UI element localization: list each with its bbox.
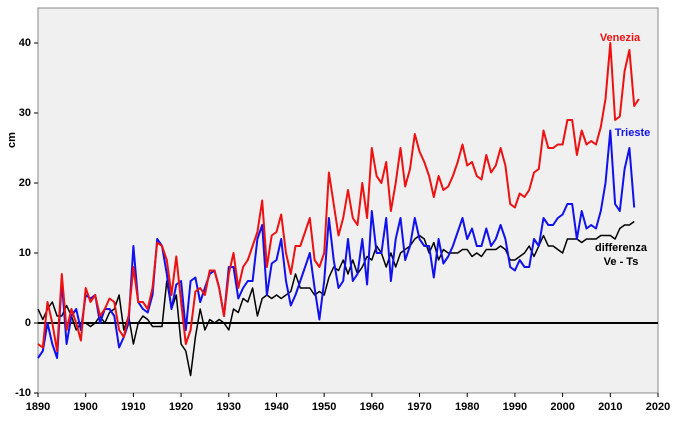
x-tick-label: 1940	[264, 401, 288, 413]
x-tick-label: 2010	[598, 401, 622, 413]
x-tick-label: 1920	[169, 401, 193, 413]
x-tick-label: 1890	[26, 401, 50, 413]
x-tick-label: 1910	[121, 401, 145, 413]
x-tick-label: 1970	[407, 401, 431, 413]
x-tick-label: 1960	[360, 401, 384, 413]
x-tick-label: 2020	[646, 401, 670, 413]
x-tick-label: 1980	[455, 401, 479, 413]
series-line	[37, 42, 640, 352]
y-axis-label: cm	[6, 132, 18, 148]
x-tick-label: 1950	[312, 401, 336, 413]
y-tick-label: 0	[25, 317, 31, 329]
y-tick-label: 30	[19, 107, 31, 119]
x-tick-label: 1900	[73, 401, 97, 413]
x-tick-label: 1990	[503, 401, 527, 413]
series-label: Trieste	[614, 127, 651, 139]
y-tick-label: 20	[19, 177, 31, 189]
y-tick-label: -10	[15, 387, 31, 399]
y-tick-label: 10	[19, 247, 31, 259]
x-tick-label: 2000	[550, 401, 574, 413]
plot-area	[37, 7, 659, 394]
y-tick-label: 40	[19, 37, 31, 49]
series-label: differenza Ve - Ts	[595, 242, 647, 268]
x-tick-label: 1930	[217, 401, 241, 413]
series-label: Venezia	[599, 32, 641, 44]
